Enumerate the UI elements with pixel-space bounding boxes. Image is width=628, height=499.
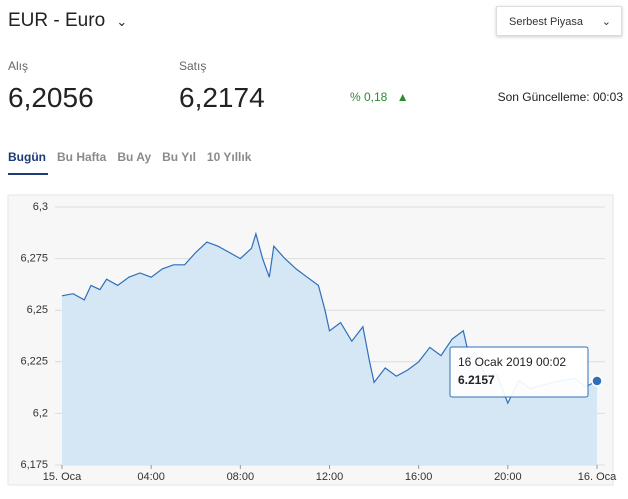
market-dropdown[interactable]: Serbest Piyasa ⌄ [496, 6, 622, 36]
sell-label: Satış [179, 59, 207, 73]
y-tick-label: 6,3 [33, 201, 48, 213]
tab[interactable]: Bu Hafta [57, 150, 107, 164]
currency-title: EUR - Euro ⌄ [8, 10, 127, 32]
tooltip-box [449, 346, 589, 398]
change-text: % 0,18 [350, 90, 388, 104]
tabs: Bugün Bu Hafta Bu Ay Bu Yıl 10 Yıllık [8, 150, 251, 164]
hover-point [591, 375, 603, 387]
tab[interactable]: 10 Yıllık [206, 150, 252, 164]
title-text: EUR - Euro [8, 10, 106, 31]
y-tick-label: 6,225 [20, 356, 48, 368]
up-arrow: ▲ [396, 90, 409, 104]
y-tick-label: 6,25 [27, 304, 48, 316]
x-tick-label: 20:00 [494, 471, 522, 483]
x-tick-label: 16. Oca [578, 471, 617, 483]
y-tick-label: 6,2 [33, 407, 48, 419]
chevron[interactable]: ⌄ [116, 14, 128, 29]
tooltip-date: 16 Ocak 2019 00:02 [458, 355, 566, 369]
tab[interactable]: Bu Yıl [162, 150, 196, 164]
tab[interactable]: Bu Ay [117, 150, 152, 164]
updated: Son Güncelleme: 00:03 [497, 90, 623, 104]
tab[interactable]: Bugün [8, 150, 46, 164]
tooltip: 16 Ocak 2019 00:02 6.2157 [449, 346, 589, 398]
market-text: Serbest Piyasa [509, 16, 583, 28]
tooltip-value: 6.2157 [458, 373, 495, 387]
buy-value: 6,2056 [8, 82, 94, 113]
x-tick-label: 12:00 [316, 471, 344, 483]
x-tick-label: 15. Oca [43, 471, 82, 483]
y-tick-label: 6,175 [20, 459, 48, 471]
buy-label: Alış [8, 59, 29, 73]
x-tick-label: 08:00 [227, 471, 255, 483]
chevron: ⌄ [601, 16, 611, 28]
tab-underline [8, 173, 48, 175]
change: % 0,18 ▲ [350, 90, 409, 104]
area [62, 233, 597, 465]
y-tick-label: 6,275 [20, 253, 48, 265]
sell-value: 6,2174 [179, 82, 265, 113]
x-tick-label: 16:00 [405, 471, 433, 483]
x-tick-label: 04:00 [137, 471, 165, 483]
